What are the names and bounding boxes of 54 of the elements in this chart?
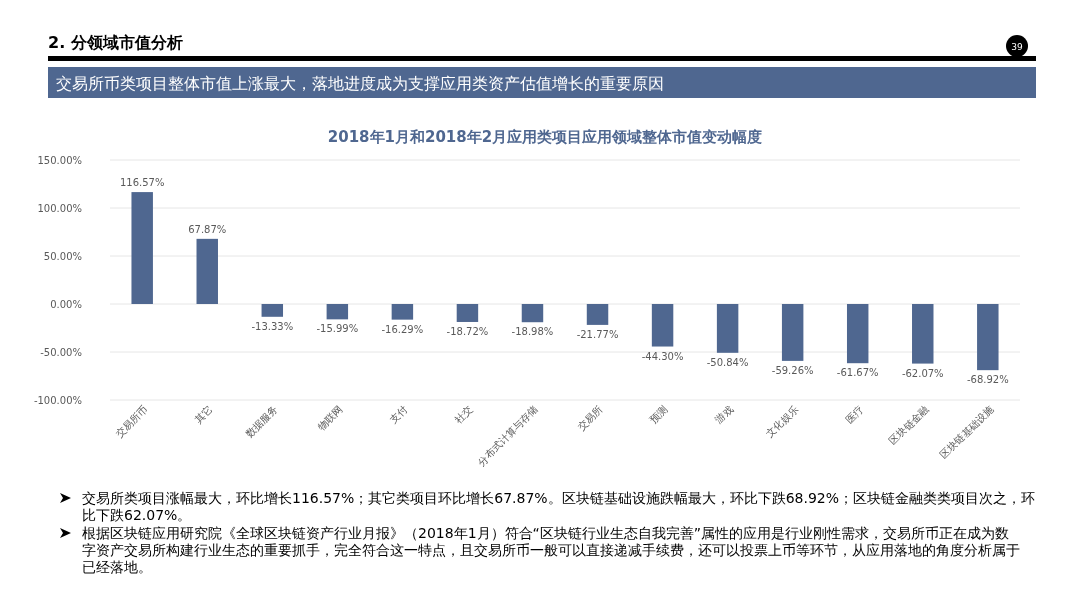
text: 交易所币类项目整体市值上涨最大，落地进度成为支撑应用类资产估值增长的重要原因	[56, 74, 664, 93]
data-label: -62.07%	[901, 367, 944, 379]
bar	[326, 304, 349, 320]
data-label: -50.84%	[706, 356, 749, 368]
data-label: -18.72%	[446, 325, 489, 337]
chart-title: 2018年1月和2018年2月应用类项目应用领域整体市值变动幅度	[327, 128, 763, 146]
bar	[521, 304, 544, 323]
bar	[586, 304, 609, 325]
data-label: -68.92%	[966, 374, 1009, 386]
text: 根据区块链应用研究院《全球区块链资产行业月报》（2018年1月）符合“区块链行业生态自我完善”属性的应用是行业刚性需求，交易所币正在成为数字资产交易所构建行业生态的重要抓手，完全符合这一特点，且交易所币一般可以直接递减手续费，还可以投票上币等环节，从应用落地的角度分析属于已经落地。	[82, 525, 1020, 575]
y-tick-label: -100.00%	[33, 395, 82, 406]
data-label: -15.99%	[316, 323, 359, 335]
x-tick-label: 数据服务	[243, 403, 280, 440]
bar	[131, 192, 153, 304]
x-tick-label: 医疗	[843, 403, 866, 426]
bar	[196, 238, 218, 304]
x-tick-label: 社交	[452, 403, 475, 426]
data-label: -61.67%	[836, 367, 879, 379]
x-tick-label: 物联网	[315, 403, 345, 433]
data-label: -18.98%	[511, 326, 554, 338]
y-tick-label: 0.00%	[50, 299, 82, 310]
y-tick-label: 150.00%	[37, 155, 82, 166]
y-tick-label: 50.00%	[43, 251, 82, 262]
x-tick-label: 游戏	[713, 403, 736, 426]
bar	[261, 304, 284, 317]
y-tick-label: 100.00%	[37, 203, 82, 214]
bar	[781, 304, 804, 361]
x-tick-label: 其它	[192, 403, 215, 426]
data-label: 67.87%	[188, 223, 227, 235]
bar	[651, 304, 674, 347]
x-tick-label: 分布式计算与存储	[475, 403, 540, 468]
text: 39	[1011, 42, 1023, 52]
x-tick-label: 文化娱乐	[764, 403, 801, 440]
bar	[977, 304, 999, 371]
bar	[716, 304, 739, 353]
x-tick-label: 支付	[387, 403, 410, 426]
data-label: -21.77%	[576, 328, 619, 340]
text: 交易所类项目涨幅最大，环比增长116.57%；其它类项目环比增长67.87%。区块链基础设施跌幅最大，环比下跌68.92%；区块链金融类类项目次之，环比下跌62.07%。	[82, 490, 1036, 523]
x-tick-label: 区块链基础设施	[937, 403, 996, 461]
bar	[391, 304, 414, 320]
x-tick-label: 区块链金融	[887, 403, 931, 447]
bar	[456, 304, 479, 322]
bar	[846, 304, 869, 364]
data-label: -44.30%	[641, 350, 684, 362]
data-label: -16.29%	[381, 323, 424, 335]
bar	[912, 304, 934, 364]
y-tick-label: -50.00%	[40, 347, 82, 358]
data-label: -13.33%	[251, 320, 294, 332]
text: 2. 分领域市值分析	[48, 33, 183, 52]
x-tick-label: 预测	[648, 403, 670, 426]
x-tick-label: 交易所币	[113, 403, 150, 440]
x-tick-label: 交易所	[575, 403, 605, 433]
data-label: -59.26%	[771, 364, 814, 376]
data-label: 116.57%	[119, 177, 165, 189]
